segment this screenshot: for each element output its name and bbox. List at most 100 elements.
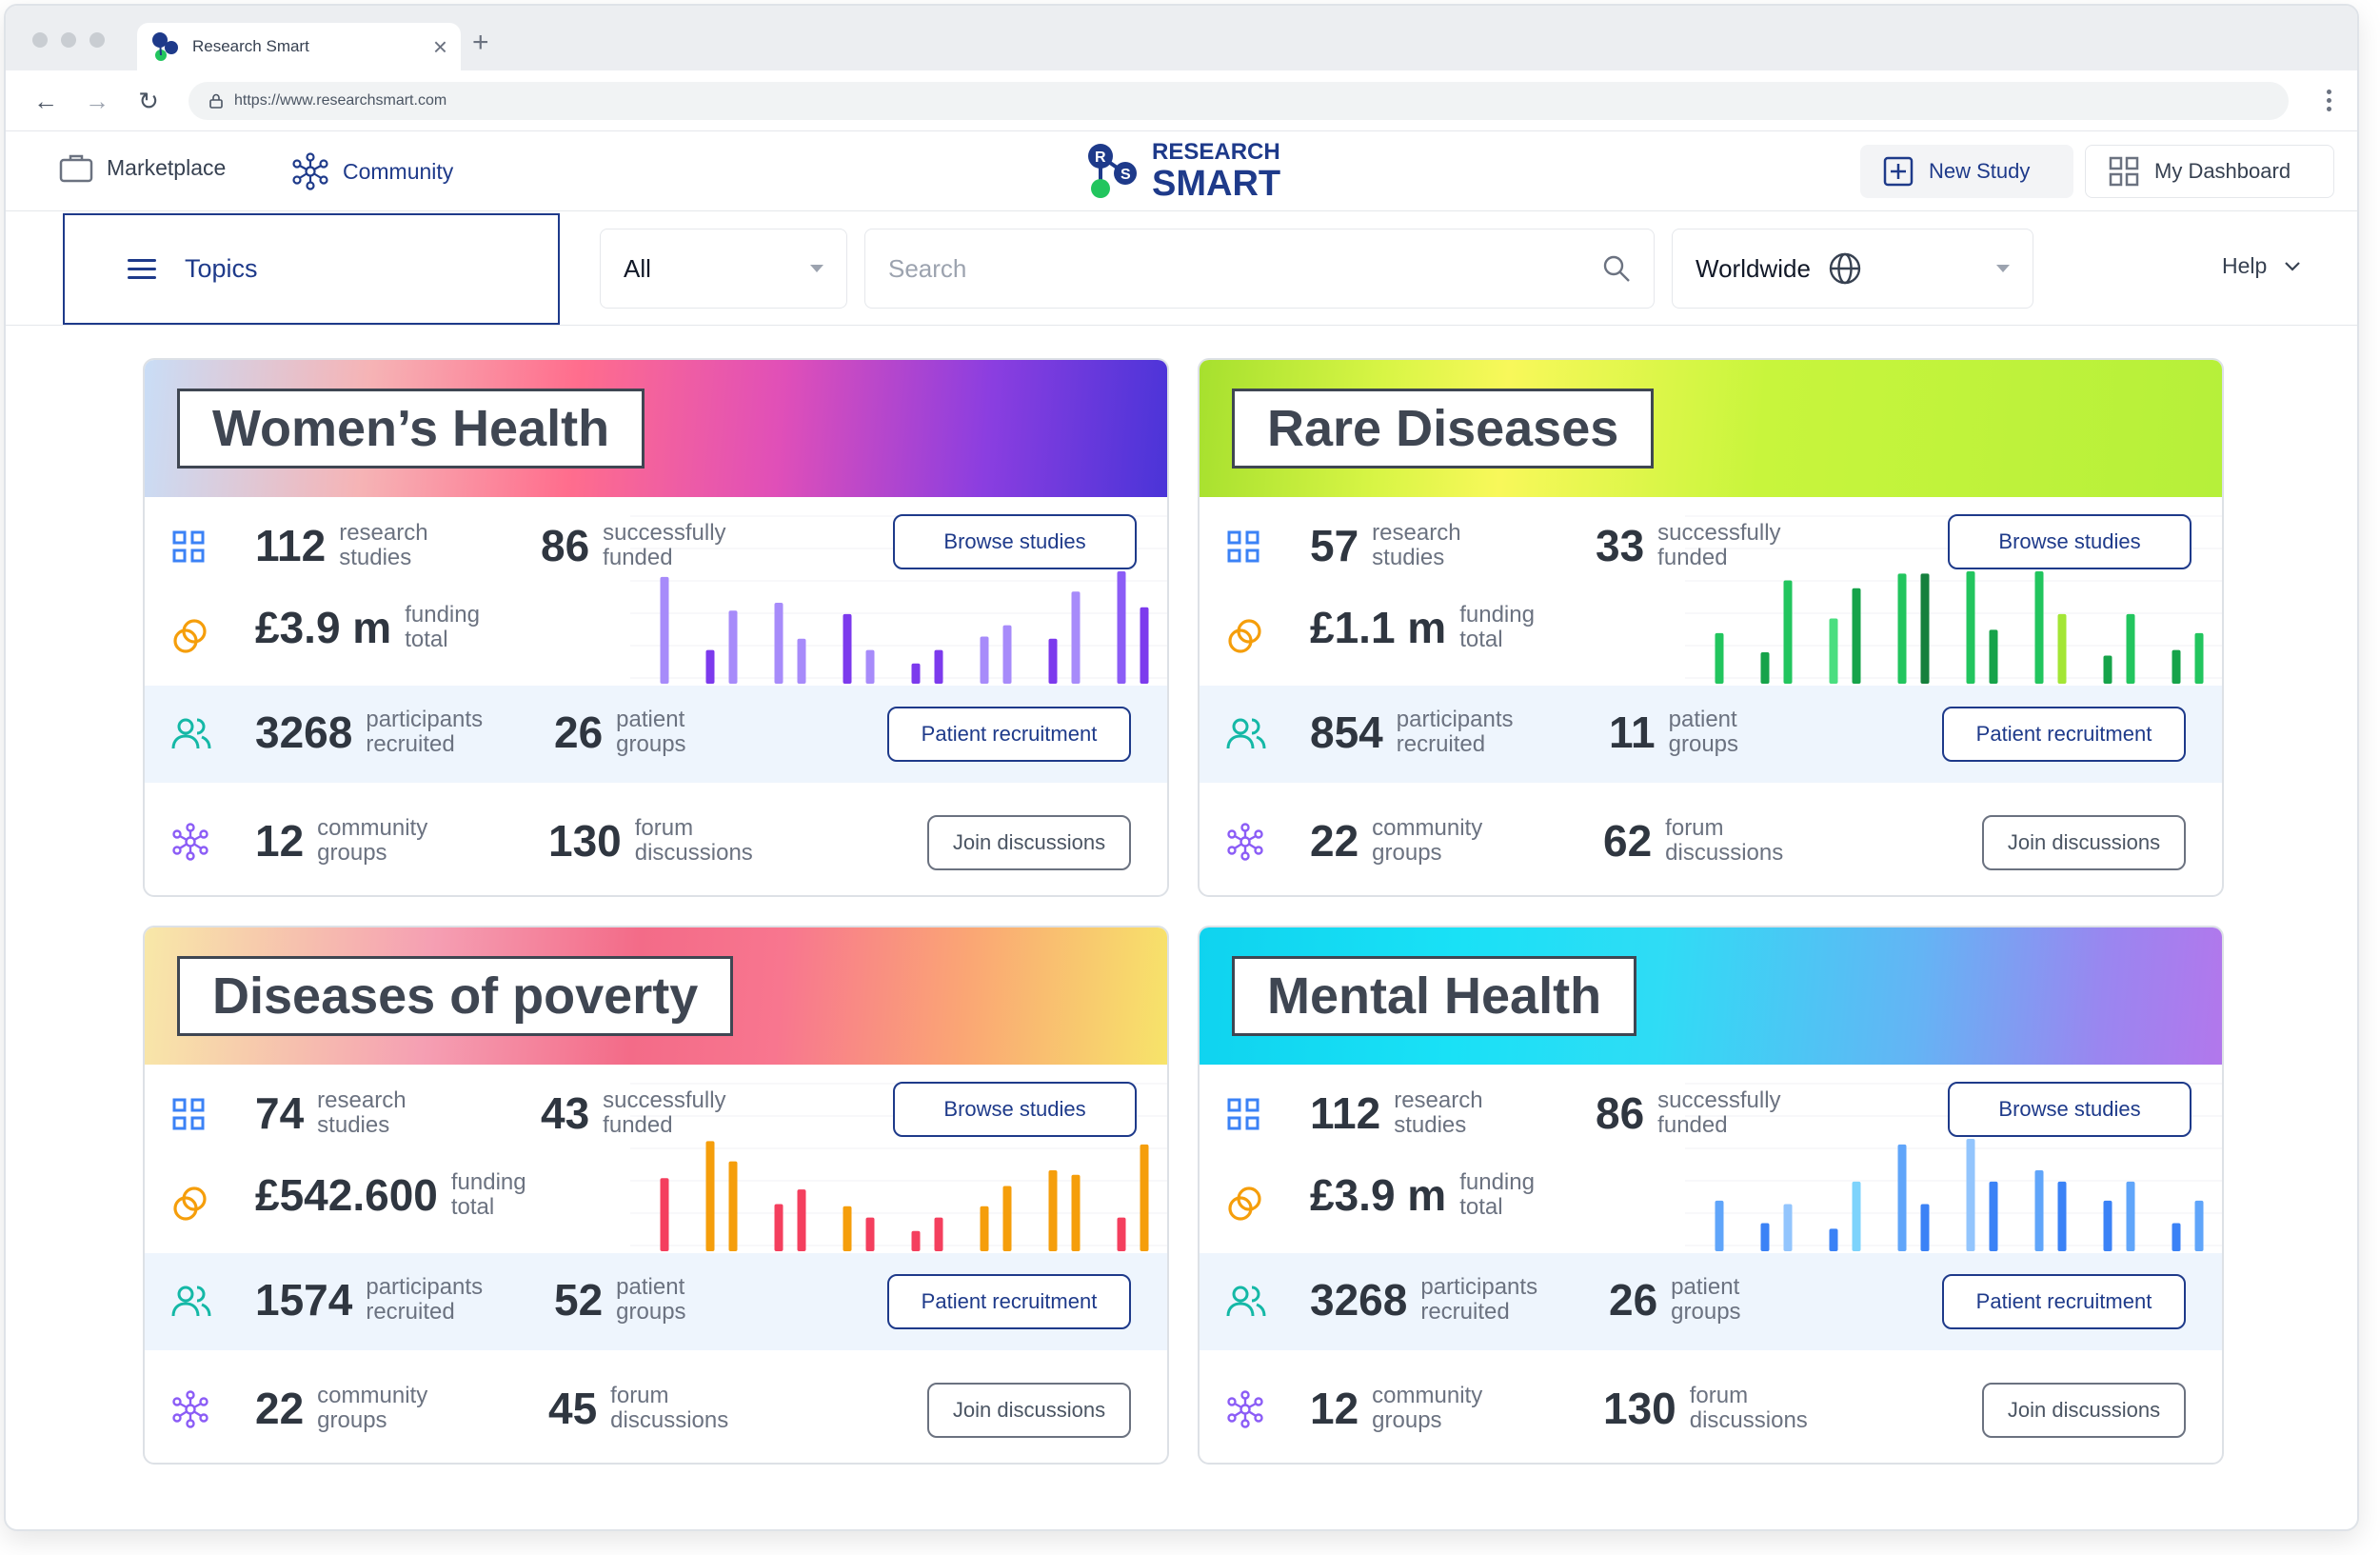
join-discussions-button[interactable]: Join discussions [1982,1383,2186,1438]
reload-icon[interactable]: ↻ [138,87,159,115]
chart-bar [1140,607,1149,684]
funding-label: funding [1459,1169,1535,1195]
participants-label: participants [1396,707,1514,732]
logo-wordmark: RESEARCH SMART [1152,141,1280,203]
address-bar[interactable]: https://www.researchsmart.com [188,82,2289,120]
chart-bar [1071,591,1081,684]
successfully-funded-stat: 43 successfully funded [541,1087,726,1139]
chart-bar [2172,649,2181,684]
funding-total-stat: £542.600 funding total [255,1169,526,1221]
chart-bar [1897,1144,1907,1251]
research-studies-count: 112 [255,521,327,570]
successfully-label: successfully [1657,1087,1781,1113]
region-select-value: Worldwide [1696,253,1811,283]
chart-bar [1897,573,1907,684]
topic-title[interactable]: Mental Health [1232,956,1637,1036]
topic-card: Mental Health 112 research studies 86 suc… [1198,926,2224,1465]
patient-recruitment-button[interactable]: Patient recruitment [1942,1274,2186,1329]
topics-menu-button[interactable]: Topics [63,213,560,325]
region-select[interactable]: Worldwide [1672,229,2033,309]
participants-label: participants [366,707,484,732]
patient-recruitment-button[interactable]: Patient recruitment [887,707,1131,762]
browse-studies-button[interactable]: Browse studies [1948,1082,2192,1137]
back-icon[interactable]: ← [33,87,58,115]
participants-label: participants [1420,1274,1538,1300]
window-controls[interactable] [32,32,105,48]
community-groups-count: 12 [1310,1384,1359,1433]
join-discussions-button[interactable]: Join discussions [927,1383,1131,1438]
chart-bar [1989,1181,1998,1251]
successfully-funded-stat: 86 successfully funded [1596,1087,1781,1139]
community-row: 22 community groups 45 forum discussions J… [145,1350,1167,1463]
research-studies-count: 57 [1310,521,1359,570]
research-label: research [339,520,428,546]
browser-tab[interactable]: Research Smart × [137,23,461,70]
patient-row: 3268 participants recruited 26 patient gro… [145,686,1167,783]
community-groups-count: 22 [1310,816,1359,866]
community-groups-count: 12 [255,816,305,866]
topic-title[interactable]: Women’s Health [177,389,645,468]
patient-groups-stat: 52 patient groups [554,1274,686,1326]
browse-studies-button[interactable]: Browse studies [893,1082,1137,1137]
tab-close-icon[interactable]: × [432,32,447,61]
patient-label: patient [1671,1274,1740,1300]
join-discussions-button[interactable]: Join discussions [927,815,1131,870]
search-icon[interactable] [1602,254,1631,283]
community-row: 22 community groups 62 forum discussions J… [1200,783,2222,895]
my-dashboard-button[interactable]: My Dashboard [2085,145,2334,198]
nav-community[interactable]: Community [291,152,453,190]
research-smart-logo[interactable]: R S RESEARCH SMART [1083,141,1280,202]
search-input[interactable]: Search [864,229,1655,309]
forum-discussions-count: 62 [1603,816,1653,866]
browser-menu-icon[interactable] [2327,90,2332,111]
funding-total-amount: £3.9 m [1310,1170,1447,1220]
chart-bar [2172,1223,2181,1251]
chart-bar [1920,573,1930,684]
community-network-icon [172,823,208,861]
category-select[interactable]: All [600,229,847,309]
new-tab-icon[interactable]: + [472,27,489,58]
chart-bar [2034,1170,2044,1251]
funding-total-amount: £1.1 m [1310,603,1447,652]
help-label: Help [2222,253,2268,278]
forward-icon[interactable]: → [85,87,109,115]
funding-coins-icon [1228,619,1261,653]
studies-label: studies [1372,545,1445,570]
community-groups-stat: 22 community groups [1310,815,1482,867]
browse-studies-button[interactable]: Browse studies [893,514,1137,569]
funding-coins-icon [173,619,207,653]
community-groups-stat: 22 community groups [255,1383,427,1434]
nav-community-label: Community [343,158,454,184]
participants-count: 854 [1310,708,1383,757]
funded-label: funded [1657,1112,1728,1138]
nav-marketplace[interactable]: Marketplace [59,152,226,183]
total-label: total [1459,1194,1503,1220]
chart-bar [1117,571,1126,684]
chart-bar [1760,651,1770,684]
discussions-label: discussions [1665,840,1784,866]
browse-studies-button[interactable]: Browse studies [1948,514,2192,569]
funded-label: funded [603,545,673,570]
forum-discussions-stat: 130 forum discussions [1603,1383,1808,1434]
community-row: 12 community groups 130 forum discussions … [1200,1350,2222,1463]
funded-label: funded [1657,545,1728,570]
chart-bar [1966,571,1975,684]
join-discussions-button[interactable]: Join discussions [1982,815,2186,870]
patient-recruitment-button[interactable]: Patient recruitment [887,1274,1131,1329]
new-study-button[interactable]: New Study [1860,145,2073,198]
new-study-label: New Study [1929,159,2031,183]
chart-bar [1783,580,1793,684]
help-menu[interactable]: Help [2222,253,2301,279]
my-dashboard-label: My Dashboard [2154,159,2291,183]
search-placeholder: Search [888,253,967,283]
community-label: community [317,815,428,841]
plus-square-icon [1883,156,1914,187]
studies-label: studies [1394,1112,1467,1138]
patient-row: 854 participants recruited 11 patient grou… [1200,686,2222,783]
topic-title[interactable]: Rare Diseases [1232,389,1655,468]
chart-bar [1048,1170,1058,1251]
chart-bar [1829,618,1838,684]
patient-recruitment-button[interactable]: Patient recruitment [1942,707,2186,762]
topic-title[interactable]: Diseases of poverty [177,956,734,1036]
forum-discussions-count: 130 [1603,1384,1676,1433]
